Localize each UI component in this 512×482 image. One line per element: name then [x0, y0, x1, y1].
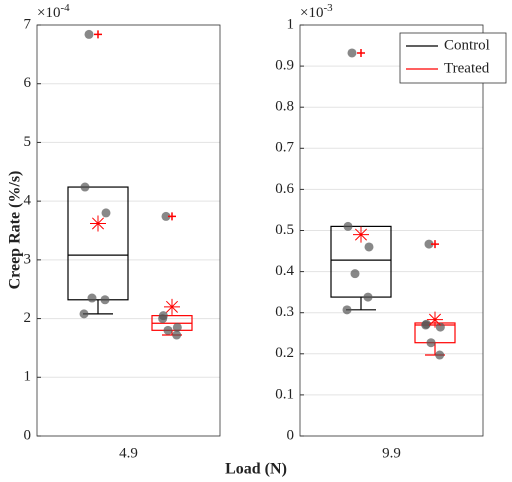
y-tick-label: 0.3 — [275, 304, 294, 320]
exponent-base: ×10 — [300, 5, 323, 21]
x-tick-label: 4.9 — [119, 445, 138, 461]
data-point — [347, 48, 357, 58]
data-point — [435, 322, 445, 332]
y-tick-label: 0.4 — [275, 263, 294, 279]
x-axis-label: Load (N) — [225, 461, 287, 478]
data-point — [363, 292, 373, 302]
data-point — [426, 338, 436, 348]
axes-box — [36, 24, 221, 437]
y-tick-label: 1 — [287, 16, 295, 32]
data-point — [364, 242, 374, 252]
outlier — [357, 48, 365, 57]
data-point — [350, 269, 360, 279]
y-axis-label: Creep Rate (%/s) — [7, 171, 24, 290]
data-point — [172, 330, 182, 340]
y-tick-label: 0 — [287, 427, 295, 443]
box — [67, 186, 129, 301]
data-point — [101, 208, 111, 218]
y-tick-label: 0.5 — [275, 222, 294, 238]
mean-marker — [427, 311, 443, 328]
data-point — [161, 211, 171, 221]
data-point — [100, 295, 110, 305]
y-tick-label: 0.8 — [275, 99, 294, 115]
mean-marker — [90, 215, 106, 232]
y-tick-label: 0.9 — [275, 58, 294, 74]
exponent-label: ×10-3 — [300, 2, 333, 22]
data-point — [421, 320, 431, 330]
data-point — [435, 350, 445, 360]
data-point — [79, 309, 89, 319]
y-tick-label: 0.6 — [275, 181, 294, 197]
y-tick-label: 0.7 — [275, 140, 294, 156]
y-tick-label: 1 — [24, 369, 32, 385]
mean-marker — [164, 298, 180, 315]
y-tick-label: 0.1 — [275, 386, 294, 402]
data-point — [343, 221, 353, 231]
outlier — [168, 212, 176, 221]
exponent-base: ×10 — [37, 5, 60, 21]
data-point — [172, 322, 182, 332]
y-tick-label: 2 — [24, 310, 32, 326]
y-tick-label: 7 — [24, 16, 32, 32]
data-point — [87, 293, 97, 303]
outlier — [94, 30, 102, 39]
legend-box — [399, 32, 507, 84]
y-tick-label: 0 — [24, 427, 32, 443]
x-tick-label: 9.9 — [382, 445, 401, 461]
data-point — [424, 239, 434, 249]
data-point — [163, 325, 173, 335]
data-point — [84, 29, 94, 39]
data-point — [80, 182, 90, 192]
legend-label: Control — [444, 37, 490, 53]
y-tick-label: 4 — [24, 193, 32, 209]
y-tick-label: 3 — [24, 251, 32, 267]
axes-box — [299, 24, 484, 437]
exponent-label: ×10-4 — [37, 2, 70, 22]
data-point — [158, 314, 168, 324]
legend-label: Treated — [444, 60, 490, 76]
outlier — [431, 240, 439, 249]
exponent-power: -3 — [323, 2, 333, 14]
y-tick-label: 0.2 — [275, 345, 294, 361]
exponent-power: -4 — [60, 2, 70, 14]
y-tick-label: 6 — [24, 75, 32, 91]
y-tick-label: 5 — [24, 134, 32, 150]
data-point — [342, 305, 352, 315]
mean-marker — [353, 226, 369, 243]
